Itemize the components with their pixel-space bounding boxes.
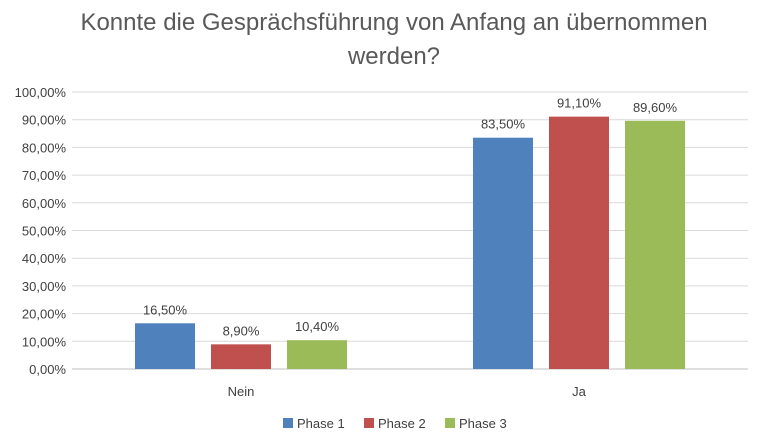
- x-category-label: Ja: [572, 384, 587, 399]
- y-tick-label: 20,00%: [22, 307, 67, 322]
- legend-label: Phase 2: [378, 416, 426, 431]
- legend: Phase 1 Phase 2 Phase 3: [283, 416, 507, 431]
- bar: [211, 344, 271, 369]
- legend-swatch: [283, 418, 293, 428]
- chart-title-line-2: werden?: [347, 43, 440, 70]
- chart-title-line-1: Konnte die Gesprächsführung von Anfang a…: [80, 9, 707, 36]
- bar: [473, 137, 533, 369]
- bar: [135, 323, 195, 369]
- y-tick-label: 30,00%: [22, 279, 67, 294]
- data-label: 8,90%: [223, 323, 260, 338]
- legend-swatch: [364, 418, 374, 428]
- y-axis: 0,00% 10,00% 20,00% 30,00% 40,00% 50,00% 60,00…: [15, 85, 67, 377]
- y-tick-label: 40,00%: [22, 251, 67, 266]
- data-labels: 16,50% 8,90% 10,40% 83,50% 91,10% 89,60%: [143, 96, 678, 339]
- data-label: 83,50%: [481, 117, 526, 132]
- bar: [625, 120, 685, 369]
- y-tick-label: 80,00%: [22, 140, 67, 155]
- y-tick-label: 50,00%: [22, 224, 67, 239]
- data-label: 16,50%: [143, 302, 188, 317]
- legend-swatch: [445, 418, 455, 428]
- x-axis: Nein Ja: [228, 384, 587, 399]
- data-label: 91,10%: [557, 96, 602, 111]
- bars: [135, 116, 685, 369]
- legend-label: Phase 1: [297, 416, 345, 431]
- y-tick-label: 10,00%: [22, 334, 67, 349]
- y-tick-label: 60,00%: [22, 196, 67, 211]
- y-tick-label: 90,00%: [22, 113, 67, 128]
- y-tick-label: 0,00%: [29, 362, 66, 377]
- legend-label: Phase 3: [459, 416, 507, 431]
- y-tick-label: 100,00%: [15, 85, 67, 100]
- bar: [287, 340, 347, 369]
- bar: [549, 116, 609, 369]
- data-label: 10,40%: [295, 319, 340, 334]
- x-category-label: Nein: [228, 384, 255, 399]
- data-label: 89,60%: [633, 100, 678, 115]
- y-tick-label: 70,00%: [22, 168, 67, 183]
